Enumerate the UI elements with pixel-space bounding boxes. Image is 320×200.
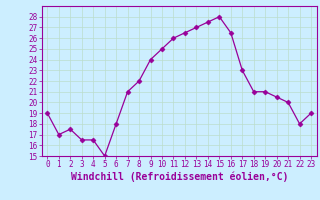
X-axis label: Windchill (Refroidissement éolien,°C): Windchill (Refroidissement éolien,°C) (70, 172, 288, 182)
